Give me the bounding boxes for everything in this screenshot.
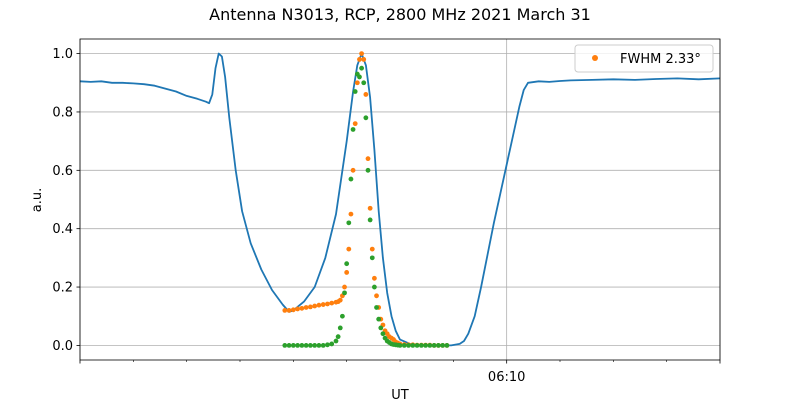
data-point [401, 343, 407, 348]
data-point [346, 246, 352, 252]
data-point [374, 293, 379, 299]
data-point [282, 307, 288, 313]
axes: 0.0 0.2 0.4 0.6 0.8 1.0 06:10 [52, 38, 721, 385]
data-point [436, 343, 441, 348]
series-layer [79, 51, 721, 348]
data-point [282, 343, 288, 348]
data-point [312, 303, 318, 309]
legend: FWHM 2.33° [574, 44, 714, 73]
data-point [329, 300, 335, 306]
data-point [367, 205, 373, 211]
data-point [359, 51, 364, 56]
data-point [290, 307, 296, 313]
data-point [361, 80, 367, 86]
data-point [431, 343, 437, 348]
x-axis-label: UT [391, 388, 409, 400]
data-point [335, 334, 341, 340]
data-point [295, 343, 300, 348]
data-point [361, 57, 367, 62]
data-point [369, 255, 375, 261]
data-point [367, 217, 373, 223]
data-point [352, 89, 358, 94]
y-tick-label: 0.2 [52, 281, 73, 296]
data-point [320, 302, 326, 307]
data-point [397, 343, 403, 348]
data-point [354, 80, 360, 86]
data-point [376, 316, 382, 322]
data-point [295, 306, 300, 312]
data-point [308, 343, 313, 348]
data-point [286, 307, 292, 313]
data-point [320, 343, 326, 348]
data-point [357, 57, 362, 62]
data-point [329, 341, 335, 347]
data-point [299, 343, 305, 348]
data-point [290, 343, 296, 348]
y-tick-label: 0.8 [52, 105, 73, 120]
y-tick-label: 0.4 [52, 222, 73, 237]
data-point [342, 290, 347, 296]
data-point [363, 115, 369, 121]
data-point [303, 343, 309, 348]
data-point [348, 176, 354, 182]
data-point [342, 284, 347, 290]
data-point [299, 305, 305, 311]
y-tick-label: 0.0 [52, 339, 73, 354]
data-point [363, 92, 369, 97]
data-point [359, 65, 364, 71]
series-line-0 [79, 52, 721, 347]
data-point [440, 343, 446, 348]
data-point [350, 167, 356, 173]
data-point [337, 297, 343, 303]
data-point [444, 343, 450, 348]
data-point [410, 343, 416, 348]
y-axis-label: a.u. [30, 188, 45, 212]
data-point [346, 220, 352, 226]
data-point [406, 343, 411, 348]
plot-frame [79, 38, 721, 361]
data-point [369, 246, 375, 252]
y-tick-label: 1.0 [52, 47, 73, 62]
legend-frame [574, 44, 714, 73]
data-point [312, 343, 318, 348]
data-point [344, 261, 350, 267]
data-point [340, 313, 345, 319]
data-point [352, 121, 358, 127]
data-point [423, 343, 428, 348]
data-point [378, 325, 384, 331]
data-point [337, 325, 343, 331]
data-point [303, 305, 309, 310]
legend-marker-fwhm [592, 55, 598, 61]
data-point [357, 74, 362, 80]
data-point [372, 284, 377, 290]
data-point [414, 343, 420, 348]
data-point [365, 156, 371, 162]
data-point [325, 342, 330, 348]
data-point [316, 343, 322, 348]
data-point [333, 338, 339, 344]
legend-label-fwhm: FWHM 2.33° [620, 52, 701, 67]
data-point [365, 167, 371, 173]
data-point [418, 343, 424, 348]
x-tick-label: 06:10 [488, 370, 525, 385]
data-point [350, 127, 356, 132]
data-point [344, 270, 350, 275]
data-point [325, 301, 330, 307]
chart-title: Antenna N3013, RCP, 2800 MHz 2021 March … [209, 5, 591, 24]
data-point [380, 331, 386, 337]
data-point [348, 211, 354, 217]
y-tick-label: 0.6 [52, 164, 73, 179]
series-points-2 [282, 65, 450, 348]
data-point [316, 302, 322, 308]
data-point [286, 343, 292, 348]
data-point [308, 304, 313, 310]
data-point [372, 275, 377, 281]
data-point [374, 305, 379, 310]
data-point [427, 343, 433, 348]
